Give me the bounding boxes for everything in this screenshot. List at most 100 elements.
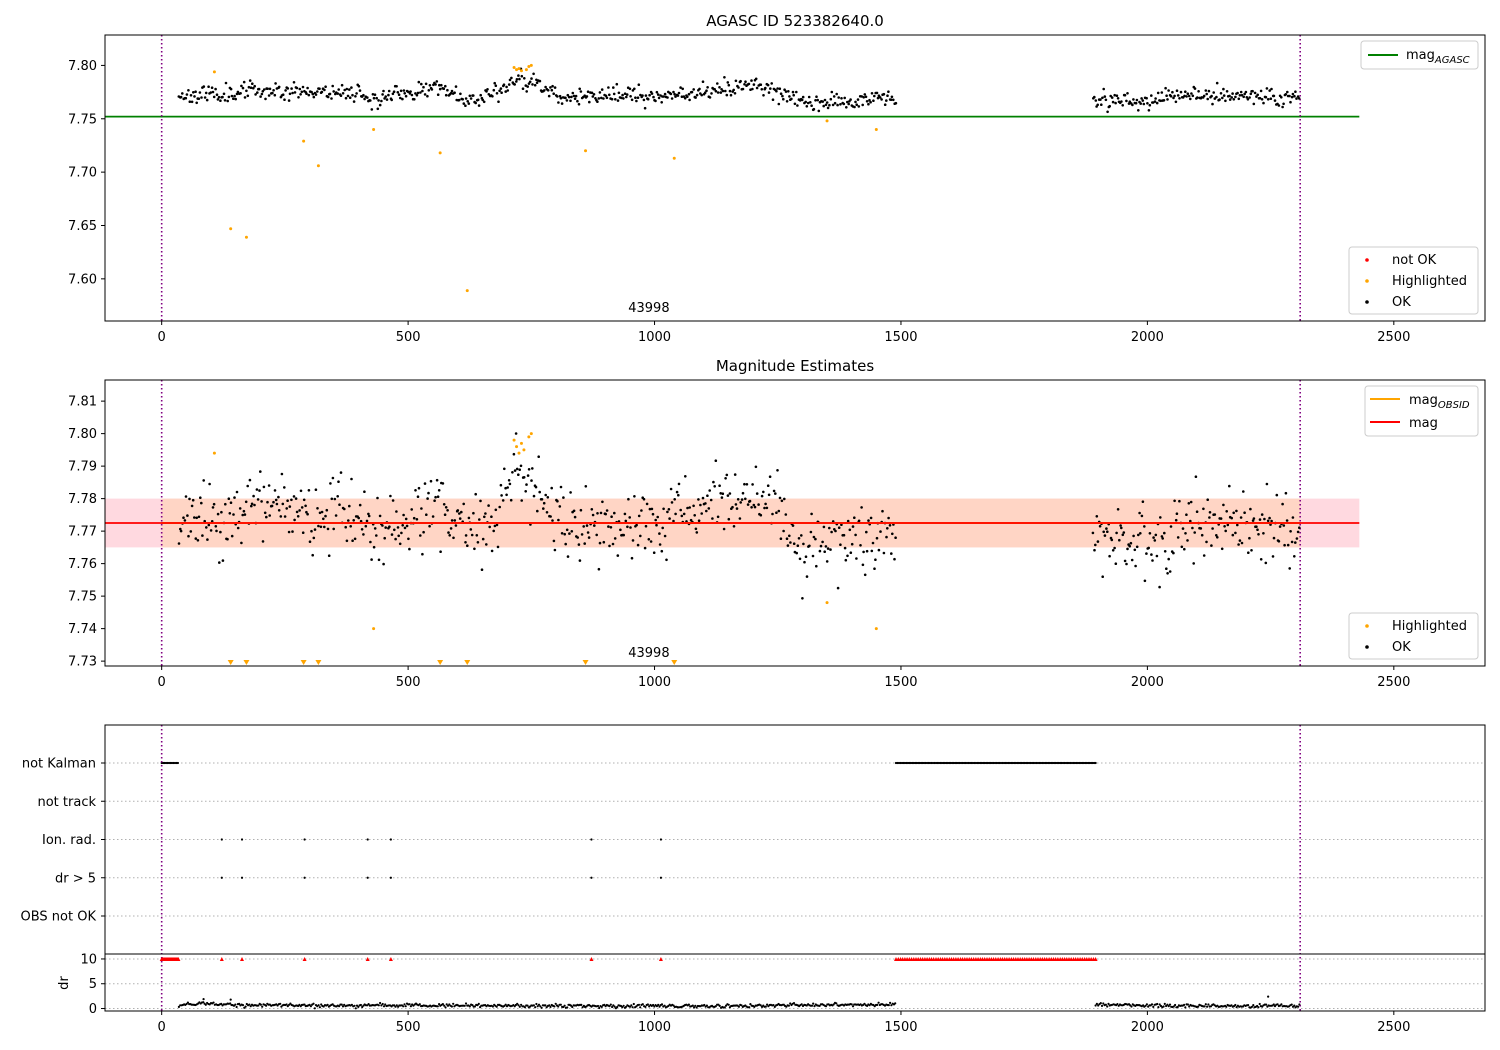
ok-point <box>1296 95 1300 98</box>
dr-point <box>571 1005 574 1009</box>
ok-point <box>270 504 274 508</box>
dr-point <box>520 1003 523 1006</box>
ok-point <box>1271 555 1275 558</box>
dr-point <box>318 1006 321 1009</box>
ok-point <box>670 97 674 100</box>
ok-point <box>1129 541 1133 545</box>
x-tick-label: 500 <box>396 1020 421 1035</box>
ok-point <box>372 545 376 549</box>
ok-point <box>699 503 702 507</box>
ok-point <box>1232 98 1236 101</box>
dr-point <box>1298 1003 1301 1006</box>
ok-point <box>692 88 695 91</box>
dr-point <box>309 1005 312 1008</box>
ok-point <box>326 95 330 99</box>
ok-point <box>784 90 788 93</box>
dr-point <box>1207 1003 1210 1006</box>
ok-point <box>882 551 886 555</box>
ok-point <box>348 88 351 91</box>
ok-point <box>842 533 846 537</box>
ok-point <box>1105 527 1108 530</box>
ok-point <box>778 87 782 90</box>
ok-point <box>273 489 277 492</box>
ok-point <box>439 550 442 553</box>
ok-point <box>1163 531 1166 535</box>
ok-point <box>751 87 754 91</box>
ok-point <box>1191 526 1194 530</box>
ok-point <box>1256 528 1259 531</box>
ok-point <box>1193 531 1196 534</box>
ok-point <box>420 82 423 86</box>
ok-point <box>240 84 243 88</box>
ok-point <box>274 82 277 85</box>
ok-point <box>235 490 239 494</box>
ok-point <box>1102 87 1105 91</box>
ok-point <box>1119 524 1122 527</box>
ok-point <box>218 561 221 564</box>
ok-point <box>677 91 681 95</box>
ok-point <box>751 483 754 486</box>
ok-point <box>1125 99 1128 103</box>
ok-point <box>186 514 189 517</box>
ok-point <box>615 82 619 86</box>
dr-point <box>1107 1002 1110 1006</box>
ok-point <box>476 98 480 102</box>
ok-point <box>727 83 731 87</box>
ok-point <box>288 505 292 508</box>
ok-point <box>1244 90 1248 94</box>
ok-point <box>403 526 407 530</box>
ok-point <box>1103 534 1107 537</box>
ok-point <box>472 94 475 97</box>
ok-point <box>259 470 262 473</box>
ok-point <box>701 80 705 83</box>
ok-point <box>202 479 205 482</box>
ok-point <box>829 97 833 101</box>
highlighted-point <box>527 435 531 439</box>
highlighted-point <box>212 70 216 74</box>
dr-point <box>598 1006 601 1010</box>
ok-point <box>317 524 320 528</box>
dr-point <box>557 1005 560 1008</box>
ok-point <box>577 102 581 106</box>
dr-outlier-point <box>1267 995 1270 998</box>
ok-point <box>658 532 661 535</box>
ok-point <box>576 536 579 539</box>
ok-point <box>495 523 499 527</box>
ok-point <box>732 525 736 528</box>
ok-point <box>287 99 291 102</box>
ok-point <box>241 86 245 90</box>
ok-point <box>493 524 497 528</box>
ok-point <box>723 76 726 79</box>
ok-point <box>843 96 846 100</box>
ok-point <box>1122 531 1126 534</box>
ok-point <box>428 84 432 87</box>
ok-point <box>443 513 447 516</box>
ok-point <box>821 100 824 103</box>
ok-point <box>835 92 838 96</box>
ok-point <box>263 511 267 515</box>
ok-point <box>621 93 624 97</box>
ok-point <box>1150 553 1153 556</box>
ok-point <box>869 516 873 520</box>
ok-point <box>839 103 842 106</box>
ok-point <box>809 530 813 534</box>
ok-point <box>406 90 410 94</box>
ok-point <box>741 87 745 91</box>
dr-point <box>473 1005 476 1008</box>
ok-point <box>464 541 467 544</box>
ok-point <box>352 519 356 522</box>
ok-point <box>710 92 713 95</box>
ok-point <box>894 101 898 105</box>
dr-point <box>313 1007 316 1010</box>
ok-point <box>428 524 431 528</box>
ok-point <box>1165 94 1168 97</box>
ok-point <box>1130 558 1134 562</box>
below-range-marker <box>315 660 322 665</box>
dr-point <box>177 1005 180 1009</box>
dr-point <box>259 1003 262 1006</box>
dr-clipped-marker <box>240 956 244 961</box>
highlighted-point <box>519 441 523 445</box>
ok-point <box>582 525 585 528</box>
ok-point <box>1160 535 1164 538</box>
ok-point <box>189 530 193 533</box>
